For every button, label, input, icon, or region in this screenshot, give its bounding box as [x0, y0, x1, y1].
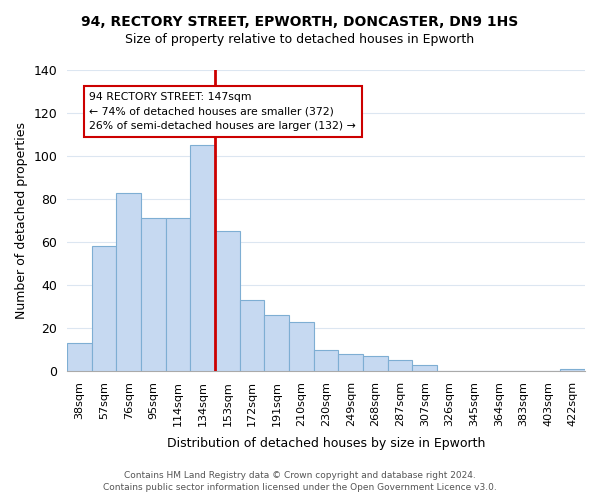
- Bar: [388, 360, 412, 371]
- Bar: [314, 350, 338, 371]
- Text: 94, RECTORY STREET, EPWORTH, DONCASTER, DN9 1HS: 94, RECTORY STREET, EPWORTH, DONCASTER, …: [82, 15, 518, 29]
- Bar: [67, 343, 92, 371]
- X-axis label: Distribution of detached houses by size in Epworth: Distribution of detached houses by size …: [167, 437, 485, 450]
- Bar: [141, 218, 166, 371]
- Bar: [289, 322, 314, 371]
- Bar: [166, 218, 190, 371]
- Bar: [338, 354, 363, 371]
- Bar: [190, 146, 215, 371]
- Bar: [215, 232, 240, 371]
- Bar: [363, 356, 388, 371]
- Text: 94 RECTORY STREET: 147sqm
← 74% of detached houses are smaller (372)
26% of semi: 94 RECTORY STREET: 147sqm ← 74% of detac…: [89, 92, 356, 131]
- Bar: [92, 246, 116, 371]
- Bar: [265, 315, 289, 371]
- Bar: [240, 300, 265, 371]
- Y-axis label: Number of detached properties: Number of detached properties: [15, 122, 28, 319]
- Bar: [412, 364, 437, 371]
- Text: Size of property relative to detached houses in Epworth: Size of property relative to detached ho…: [125, 32, 475, 46]
- Text: Contains HM Land Registry data © Crown copyright and database right 2024.
Contai: Contains HM Land Registry data © Crown c…: [103, 471, 497, 492]
- Bar: [116, 192, 141, 371]
- Bar: [560, 369, 585, 371]
